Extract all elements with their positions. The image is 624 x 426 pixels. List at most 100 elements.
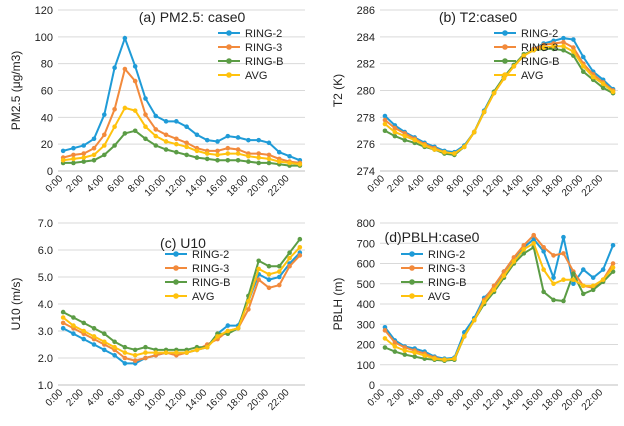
data-point — [163, 350, 169, 355]
data-point — [194, 148, 200, 154]
data-point — [266, 272, 272, 277]
data-point — [276, 269, 282, 274]
legend: RING-2 RING-3 RING-B AVG — [494, 28, 560, 82]
series-ring-2 — [60, 35, 303, 163]
data-point — [91, 136, 97, 142]
data-point — [561, 234, 566, 240]
data-point — [432, 356, 437, 361]
series-line — [384, 236, 614, 360]
data-point — [215, 334, 220, 339]
x-tick-label: 18:00 — [225, 387, 251, 413]
data-point — [580, 291, 586, 297]
y-axis-label: PBLH (m) — [331, 278, 345, 331]
data-point — [412, 137, 418, 143]
data-point — [60, 326, 66, 331]
data-point — [382, 113, 388, 119]
data-point — [541, 45, 546, 50]
data-point — [215, 157, 220, 163]
data-point — [481, 109, 487, 115]
data-point — [452, 151, 457, 156]
x-tick-label: 20:00 — [246, 387, 272, 413]
series-line — [63, 129, 300, 167]
data-point — [132, 358, 138, 364]
data-point — [561, 43, 566, 49]
data-point — [491, 287, 497, 293]
data-point — [102, 331, 107, 337]
chart-title: (c) U10 — [160, 235, 206, 251]
data-point — [610, 89, 616, 95]
data-point — [297, 161, 303, 167]
legend-label: RING-2 — [245, 28, 282, 40]
series-avg — [60, 105, 303, 167]
data-point — [297, 245, 303, 250]
x-tick-label: 4:00 — [405, 173, 427, 195]
data-point — [590, 287, 596, 293]
data-point — [60, 320, 66, 326]
data-point — [102, 143, 107, 148]
data-point — [112, 353, 117, 358]
series-avg — [382, 240, 616, 362]
data-point — [521, 53, 527, 58]
series-line — [384, 241, 614, 361]
legend-label: AVG — [428, 291, 450, 303]
x-tick-label: 4:00 — [85, 173, 107, 195]
data-point — [276, 274, 282, 280]
data-point — [471, 129, 477, 135]
legend-label: AVG — [192, 291, 214, 303]
data-point — [590, 283, 596, 289]
x-tick-label: 18:00 — [540, 387, 566, 413]
data-point — [194, 132, 200, 138]
chart-panel-1: 2742762782802822842860:002:004:006:008:0… — [331, 5, 618, 199]
data-point — [287, 250, 292, 255]
data-point — [256, 277, 261, 283]
data-point — [287, 153, 292, 159]
data-point — [287, 263, 292, 269]
x-tick-label: 12:00 — [163, 173, 189, 199]
data-point — [392, 349, 398, 354]
data-point — [392, 133, 398, 139]
data-point — [256, 266, 261, 272]
data-point — [610, 261, 616, 266]
series-line — [62, 252, 301, 365]
data-point — [71, 323, 76, 328]
data-point — [71, 156, 76, 162]
data-point — [266, 263, 272, 269]
data-point — [412, 354, 418, 359]
series-line — [384, 45, 614, 155]
data-point — [235, 157, 241, 163]
series-ring-b — [382, 245, 616, 364]
data-point — [143, 112, 148, 117]
data-point — [71, 152, 76, 158]
series-ring-2 — [382, 35, 616, 155]
data-point — [122, 350, 128, 355]
data-point — [521, 242, 527, 248]
data-point — [225, 157, 231, 163]
x-tick-label: 12:00 — [163, 387, 189, 413]
y-axis-label: PM2.5 (μg/m3) — [9, 51, 23, 131]
x-tick-label: 6:00 — [105, 173, 127, 195]
legend-label: RING-3 — [192, 263, 229, 275]
data-point — [580, 69, 586, 75]
legend-label: RING-2 — [192, 249, 229, 261]
x-tick-label: 6:00 — [105, 387, 127, 409]
x-tick-label: 16:00 — [204, 387, 230, 413]
data-point — [501, 273, 507, 278]
data-point — [112, 344, 117, 350]
y-axis-label: T2 (K) — [331, 74, 345, 107]
data-point — [571, 281, 576, 287]
data-point — [184, 350, 189, 355]
data-point — [235, 151, 241, 156]
data-point — [551, 253, 556, 258]
data-point — [153, 133, 159, 139]
data-point — [402, 348, 408, 353]
data-point — [143, 344, 148, 350]
y-tick-label: 200 — [357, 340, 375, 352]
x-tick-label: 10:00 — [461, 387, 487, 413]
data-point — [91, 342, 97, 347]
x-tick-label: 10:00 — [143, 173, 169, 199]
data-point — [143, 96, 148, 101]
data-point — [561, 47, 566, 53]
data-point — [580, 64, 586, 69]
